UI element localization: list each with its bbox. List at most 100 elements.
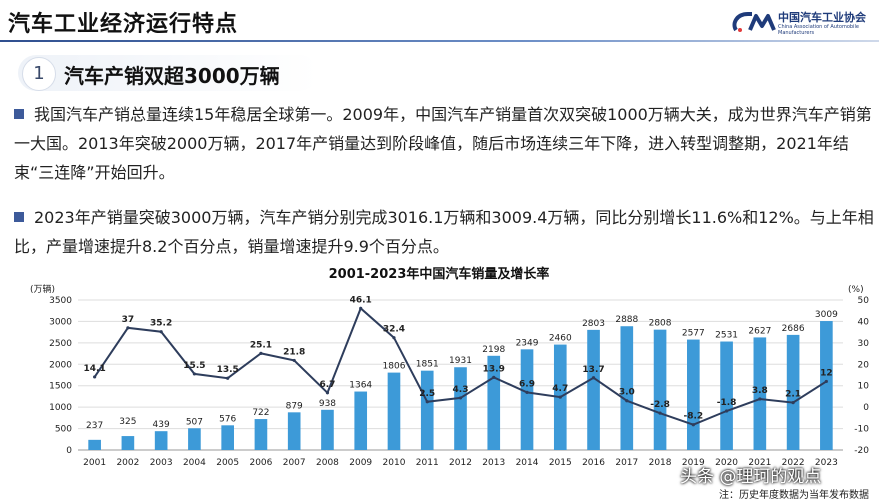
x-tick-label: 2002	[116, 458, 139, 468]
growth-value-label: -2.8	[650, 400, 670, 410]
cam-logo-icon	[732, 12, 776, 32]
growth-value-label: 15.5	[183, 361, 205, 371]
growth-value-label: 3.8	[752, 386, 768, 396]
sales-bar	[753, 337, 767, 450]
x-tick-label: 2018	[649, 458, 672, 468]
left-axis-unit: (万辆)	[30, 283, 55, 295]
bullet-icon	[14, 212, 24, 222]
bar-value-label: 325	[119, 417, 136, 427]
sales-bar	[88, 439, 101, 450]
x-tick-label: 2013	[482, 458, 505, 468]
paragraph-1: 我国汽车产销总量连续15年稳居全球第一。2009年，中国汽车产销量首次双突破10…	[14, 100, 874, 187]
left-tick-label: 2500	[49, 339, 72, 349]
right-tick-label: 20	[858, 360, 870, 370]
title-divider	[0, 40, 879, 42]
sales-bar	[387, 372, 401, 450]
bar-value-label: 2198	[482, 345, 505, 355]
x-tick-label: 2001	[83, 458, 106, 468]
growth-value-label: 13.7	[582, 365, 604, 375]
x-tick-label: 2005	[216, 458, 239, 468]
growth-point	[558, 395, 562, 399]
watermark: 头条 @理珂的观点	[680, 467, 822, 487]
x-tick-label: 2022	[782, 458, 805, 468]
growth-value-label: 2.5	[419, 389, 435, 399]
sales-growth-chart: 0 500 1000 1500 2000 2500 3000 3500 -20 -10 0 10 20 3…	[30, 266, 870, 468]
sales-bar	[420, 370, 434, 450]
growth-value-label: 6.9	[519, 379, 535, 389]
growth-value-label: 37	[122, 315, 135, 325]
bullet-icon	[14, 109, 24, 119]
growth-point	[625, 399, 629, 403]
right-tick-label: -20	[854, 446, 869, 456]
left-tick-label: 1000	[49, 403, 72, 413]
growth-value-label: 13.9	[483, 364, 505, 374]
sales-bar	[687, 339, 700, 450]
bar-value-label: 439	[153, 420, 170, 430]
bar-value-label: 2349	[516, 338, 539, 348]
left-tick-label: 3000	[49, 317, 72, 327]
growth-point	[492, 375, 496, 379]
bar-value-label: 938	[319, 399, 336, 409]
bar-value-label: 2627	[748, 326, 771, 336]
growth-point	[525, 390, 529, 394]
bar-value-label: 1931	[449, 356, 472, 366]
bar-value-label: 879	[286, 401, 303, 411]
growth-value-label: -1.8	[717, 398, 737, 408]
x-tick-label: 2012	[449, 458, 472, 468]
growth-value-label: 4.7	[552, 384, 568, 394]
growth-value-label: 3.0	[619, 388, 635, 398]
header-bar: 汽车工业经济运行特点 中国汽车工业协会 China Association of…	[0, 0, 879, 44]
sales-bar	[520, 349, 534, 450]
bar-value-label: 3009	[815, 310, 838, 320]
sales-bar	[587, 329, 600, 450]
x-tick-label: 2014	[516, 458, 539, 468]
chart-growth-line	[93, 306, 828, 427]
growth-point	[425, 400, 429, 404]
x-tick-label: 2019	[682, 458, 705, 468]
bar-value-label: 2577	[682, 329, 705, 339]
sales-bar	[188, 428, 201, 450]
bar-value-label: 576	[219, 414, 236, 424]
growth-point	[724, 409, 729, 413]
paragraph-2-text: 2023年产销量突破3000万辆，汽车产销分别完成3016.1万辆和3009.4…	[14, 208, 874, 256]
bar-value-label: 1364	[349, 381, 372, 391]
growth-point	[658, 411, 662, 415]
sales-bar	[786, 334, 800, 450]
growth-value-label: 21.8	[283, 347, 305, 357]
growth-value-label: 14.1	[84, 364, 106, 374]
growth-point	[192, 372, 197, 376]
bar-value-label: 2803	[582, 319, 605, 329]
x-tick-label: 2006	[249, 458, 272, 468]
sales-bar	[354, 391, 368, 450]
section-number: 1	[22, 57, 56, 91]
x-tick-label: 2017	[615, 458, 638, 468]
sales-bar	[720, 341, 733, 450]
growth-point	[226, 376, 230, 380]
x-tick-label: 2004	[183, 458, 206, 468]
paragraph-2: 2023年产销量突破3000万辆，汽车产销分别完成3016.1万辆和3009.4…	[14, 203, 874, 261]
sales-bar	[254, 419, 268, 450]
chart-title: 2001-2023年中国汽车销量及增长率	[329, 266, 550, 282]
bar-value-label: 507	[186, 417, 203, 427]
sales-bar	[321, 409, 334, 450]
x-tick-label: 2007	[283, 458, 306, 468]
page-title: 汽车工业经济运行特点	[8, 12, 239, 37]
right-tick-label: 30	[858, 339, 870, 349]
footnote: 注：历史年度数据为当年发布数据	[719, 490, 869, 501]
growth-point	[392, 336, 396, 340]
sales-bar	[221, 425, 234, 450]
x-tick-label: 2011	[416, 458, 439, 468]
left-tick-label: 500	[55, 425, 72, 435]
bar-value-label: 237	[86, 421, 103, 431]
growth-point	[126, 326, 130, 330]
bar-value-label: 2888	[615, 315, 638, 325]
growth-value-label: 6.7	[319, 380, 335, 390]
sales-bar	[287, 412, 301, 450]
growth-point	[292, 358, 296, 363]
x-tick-label: 2009	[349, 458, 372, 468]
logo-text: 中国汽车工业协会	[778, 11, 866, 24]
right-tick-label: -10	[854, 425, 869, 435]
bar-value-label: 1806	[383, 362, 406, 372]
right-axis-unit: (%)	[848, 285, 864, 295]
paragraph-1-text: 我国汽车产销总量连续15年稳居全球第一。2009年，中国汽车产销量首次双突破10…	[14, 105, 872, 182]
